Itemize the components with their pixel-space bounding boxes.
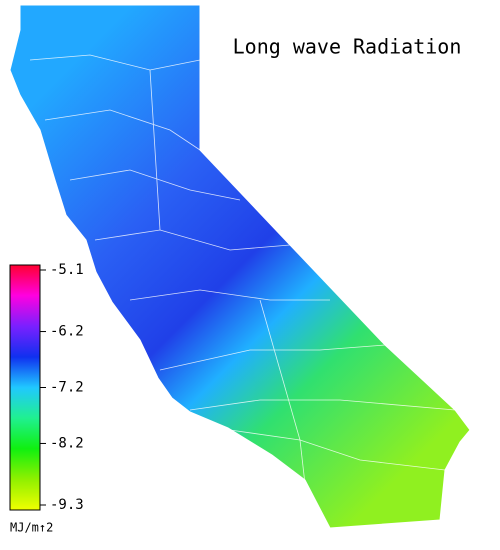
california-map <box>9 4 471 529</box>
tick-label: -7.2 <box>50 380 84 396</box>
tick-label: -5.1 <box>50 262 84 278</box>
tick-label: -9.3 <box>50 497 84 513</box>
county-lines <box>29 54 456 529</box>
legend-unit: MJ/m↑2 <box>10 521 53 535</box>
map-title: Long wave Radiation <box>233 35 462 59</box>
tick-label: -6.2 <box>50 324 84 340</box>
tick-label: -8.2 <box>50 435 84 451</box>
color-bar <box>9 264 41 511</box>
